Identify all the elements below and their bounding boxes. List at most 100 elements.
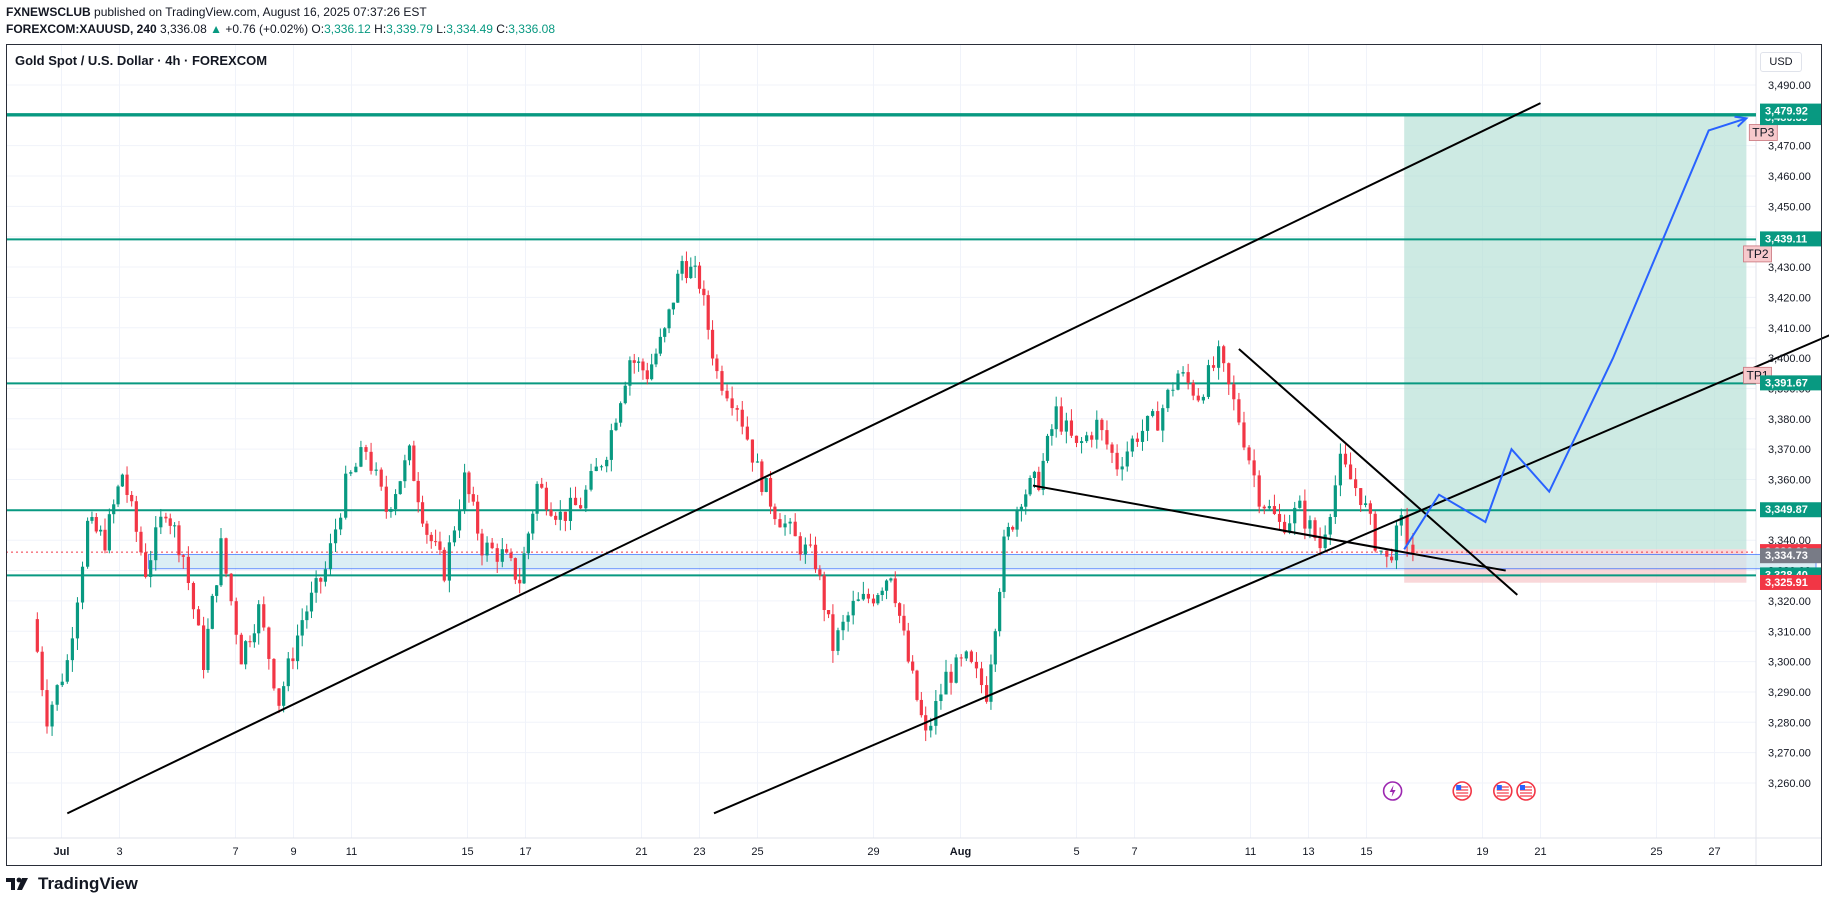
candle-body	[540, 483, 544, 488]
publisher-name: FXNEWSCLUB	[6, 5, 91, 19]
flag-canton	[1496, 785, 1502, 790]
time-tick-label: 21	[635, 846, 647, 858]
candle-body	[884, 580, 889, 591]
candle-body	[1201, 396, 1205, 401]
price-marker-label: 3,334.73	[1765, 550, 1808, 562]
candle-body	[55, 685, 59, 705]
candle-body	[619, 403, 623, 423]
candle-body	[239, 634, 243, 665]
candle-body	[1041, 460, 1045, 490]
candle-body	[125, 474, 129, 495]
price-tick-label: 3,410.00	[1768, 323, 1811, 335]
candle-body	[120, 474, 124, 487]
candle-body	[513, 558, 517, 580]
price-tick-label: 3,360.00	[1768, 475, 1811, 487]
candle-body	[1166, 389, 1170, 409]
candle-body	[490, 542, 494, 549]
candle-body	[906, 630, 910, 662]
level-price-label: 3,439.11	[1765, 233, 1807, 245]
candle-body	[710, 329, 715, 359]
flag-canton	[1456, 785, 1462, 790]
candle-body	[191, 582, 196, 610]
candle-body	[244, 641, 248, 665]
candle-body	[1211, 365, 1216, 368]
candle-body	[252, 633, 256, 643]
target-label-box	[1743, 245, 1772, 263]
candle-body	[1298, 500, 1302, 508]
candle-body	[112, 504, 116, 515]
price-tick-label: 3,380.00	[1768, 414, 1811, 426]
target-zone	[1404, 115, 1747, 550]
candle-body	[1032, 471, 1037, 479]
ohlc-close-label: C:	[496, 22, 509, 36]
time-tick-label: 13	[1302, 846, 1314, 858]
candle-body	[871, 598, 876, 604]
candle-body	[1156, 411, 1160, 431]
candle-body	[964, 651, 968, 659]
candle-body	[94, 517, 98, 532]
candle-body	[856, 599, 860, 601]
candle-body	[60, 681, 64, 686]
time-tick-label: 17	[519, 846, 531, 858]
candle-body	[1277, 513, 1282, 522]
price-tick-label: 3,430.00	[1768, 262, 1811, 274]
candle-body	[480, 533, 484, 556]
publish-text: published on TradingView.com, August 16,…	[94, 5, 427, 19]
brand-name: TradingView	[38, 874, 138, 893]
candle-body	[773, 506, 777, 520]
tradingview-logo-icon	[6, 877, 28, 890]
candle-body	[1196, 395, 1200, 401]
candle-body	[219, 538, 223, 586]
candle-body	[1394, 525, 1399, 561]
candle-body	[1090, 435, 1094, 440]
candle-body	[1045, 435, 1050, 461]
candle-body	[645, 370, 649, 380]
price-tick-label: 3,460.00	[1768, 171, 1811, 183]
candle-body	[1405, 515, 1409, 545]
candle-body	[476, 501, 480, 534]
candle-body	[50, 704, 54, 727]
symbol-line: FOREXCOM:XAUUSD, 240	[6, 22, 157, 36]
candle-body	[554, 515, 558, 520]
currency-button[interactable]: USD	[1760, 52, 1802, 72]
candle-body	[1069, 420, 1074, 436]
candle-body	[783, 523, 787, 528]
candle-body	[248, 641, 252, 643]
candle-body	[1257, 475, 1261, 507]
candle-body	[1151, 411, 1155, 416]
candle-body	[471, 494, 475, 502]
candle-body	[1140, 430, 1145, 442]
time-tick-label: 29	[867, 846, 879, 858]
target-label: TP3	[1752, 126, 1774, 140]
candle-body	[1348, 464, 1353, 480]
candle-body	[134, 501, 138, 532]
candle-body	[623, 385, 627, 404]
candle-body	[1288, 523, 1292, 533]
candle-body	[139, 531, 143, 553]
candle-body	[349, 472, 353, 474]
time-tick-label: 7	[232, 846, 238, 858]
candle-body	[706, 295, 710, 330]
candle-body	[544, 487, 548, 510]
candle-body	[1006, 526, 1010, 537]
candle-body	[379, 469, 383, 487]
candle-body	[1011, 526, 1015, 530]
candle-body	[103, 529, 107, 551]
price-tick-label: 3,320.00	[1768, 596, 1811, 608]
candle-body	[107, 514, 111, 551]
candle-body	[599, 466, 604, 468]
flag-canton	[1520, 785, 1525, 790]
candle-body	[1130, 438, 1134, 452]
candle-body	[215, 585, 219, 596]
candle-body	[305, 611, 309, 621]
candle-body	[80, 566, 85, 603]
candle-body	[522, 553, 526, 584]
candle-body	[1054, 406, 1058, 430]
candle-body	[985, 685, 989, 702]
ohlc-low-value: 3,334.49	[446, 22, 493, 36]
candle-body	[509, 552, 513, 559]
candle-body	[563, 511, 567, 521]
candle-body	[808, 544, 813, 546]
candle-body	[518, 579, 522, 584]
